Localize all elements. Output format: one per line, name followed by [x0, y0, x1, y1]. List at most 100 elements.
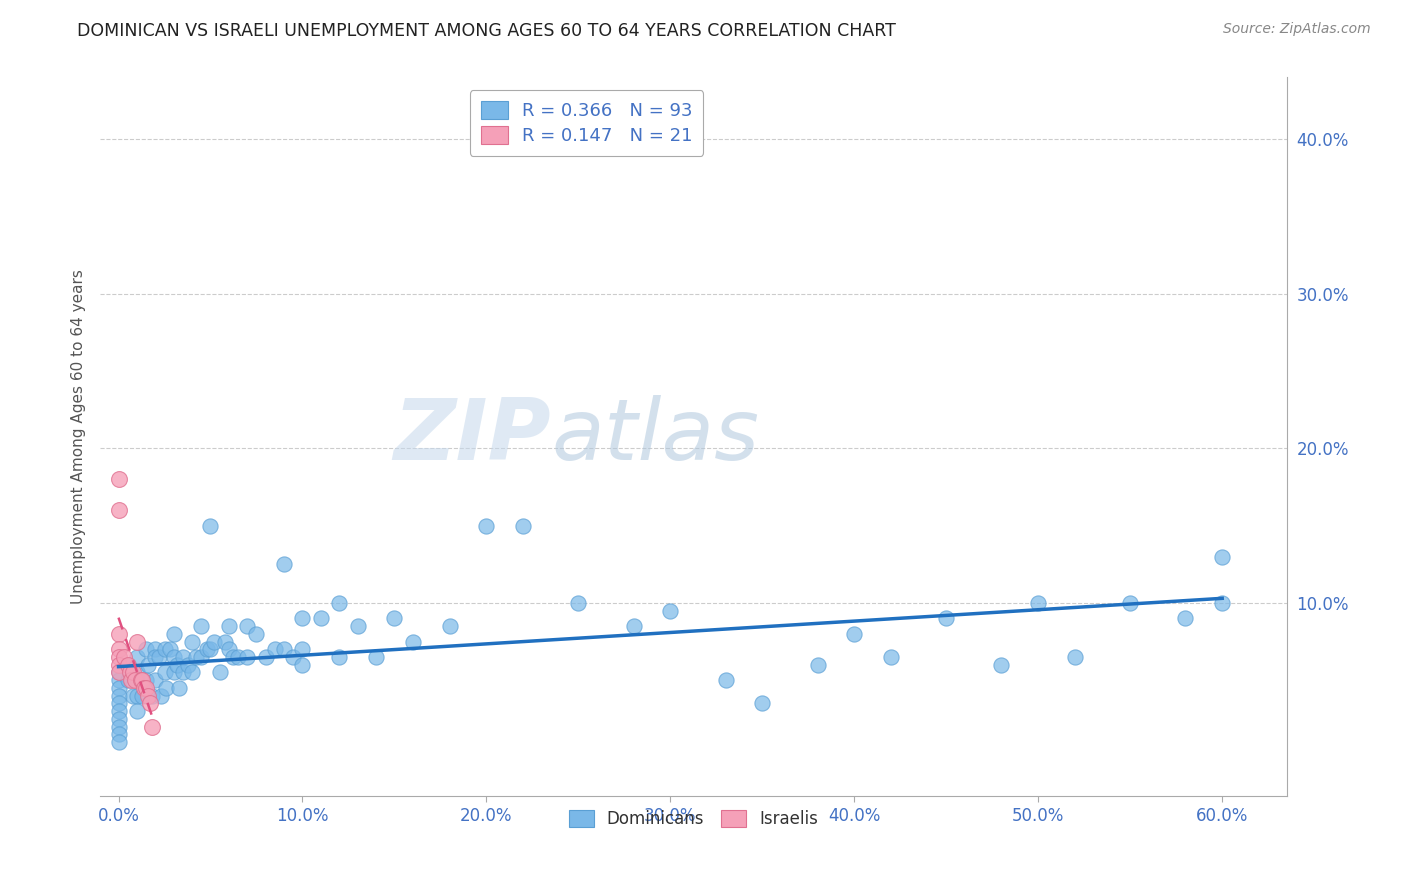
Point: [124, 673, 146, 688]
Point: [177, 657, 200, 672]
Point: [190, 619, 212, 633]
Point: [167, 681, 190, 695]
Point: [163, 650, 186, 665]
Point: [122, 689, 145, 703]
Point: [139, 697, 162, 711]
Point: [163, 627, 186, 641]
Point: [143, 642, 166, 657]
Point: [136, 689, 159, 703]
Point: [120, 673, 142, 688]
Point: [163, 665, 186, 680]
Point: [806, 657, 828, 672]
Point: [107, 665, 129, 680]
Point: [107, 627, 129, 641]
Point: [172, 665, 194, 680]
Point: [291, 611, 314, 625]
Point: [364, 650, 387, 665]
Point: [107, 657, 129, 672]
Point: [129, 673, 152, 688]
Point: [291, 657, 314, 672]
Text: Source: ZipAtlas.com: Source: ZipAtlas.com: [1223, 22, 1371, 37]
Point: [143, 673, 166, 688]
Point: [439, 619, 461, 633]
Point: [125, 650, 148, 665]
Point: [141, 720, 163, 734]
Point: [153, 665, 176, 680]
Text: ZIP: ZIP: [394, 395, 551, 478]
Point: [117, 673, 139, 688]
Point: [1026, 596, 1049, 610]
Point: [107, 642, 129, 657]
Point: [384, 611, 406, 625]
Y-axis label: Unemployment Among Ages 60 to 64 years: Unemployment Among Ages 60 to 64 years: [72, 269, 86, 604]
Point: [346, 619, 368, 633]
Point: [107, 735, 129, 749]
Point: [402, 634, 425, 648]
Point: [135, 642, 157, 657]
Point: [208, 665, 231, 680]
Point: [136, 657, 159, 672]
Point: [131, 689, 153, 703]
Point: [107, 503, 129, 517]
Point: [1211, 549, 1233, 564]
Point: [107, 665, 129, 680]
Point: [200, 642, 222, 657]
Point: [1119, 596, 1142, 610]
Point: [218, 642, 240, 657]
Point: [125, 704, 148, 718]
Point: [935, 611, 957, 625]
Point: [125, 673, 148, 688]
Point: [122, 665, 145, 680]
Point: [181, 634, 204, 648]
Point: [117, 657, 139, 672]
Point: [129, 673, 152, 688]
Point: [226, 650, 249, 665]
Point: [264, 642, 287, 657]
Point: [181, 665, 204, 680]
Point: [202, 634, 225, 648]
Point: [283, 650, 305, 665]
Point: [117, 657, 139, 672]
Point: [107, 727, 129, 741]
Point: [623, 619, 645, 633]
Point: [155, 681, 177, 695]
Point: [135, 681, 157, 695]
Point: [166, 657, 188, 672]
Point: [107, 650, 129, 665]
Point: [118, 665, 141, 680]
Point: [195, 642, 218, 657]
Point: [200, 518, 222, 533]
Point: [159, 642, 181, 657]
Text: atlas: atlas: [551, 395, 759, 478]
Point: [1174, 611, 1197, 625]
Point: [273, 558, 295, 572]
Point: [567, 596, 589, 610]
Legend: Dominicans, Israelis: Dominicans, Israelis: [562, 803, 825, 835]
Text: DOMINICAN VS ISRAELI UNEMPLOYMENT AMONG AGES 60 TO 64 YEARS CORRELATION CHART: DOMINICAN VS ISRAELI UNEMPLOYMENT AMONG …: [77, 22, 896, 40]
Point: [143, 650, 166, 665]
Point: [214, 634, 236, 648]
Point: [107, 704, 129, 718]
Point: [1064, 650, 1087, 665]
Point: [135, 673, 157, 688]
Point: [236, 619, 259, 633]
Point: [714, 673, 737, 688]
Point: [254, 650, 277, 665]
Point: [125, 689, 148, 703]
Point: [328, 650, 350, 665]
Point: [221, 650, 243, 665]
Point: [512, 518, 534, 533]
Point: [184, 650, 207, 665]
Point: [273, 642, 295, 657]
Point: [107, 681, 129, 695]
Point: [125, 665, 148, 680]
Point: [141, 689, 163, 703]
Point: [751, 697, 773, 711]
Point: [149, 689, 172, 703]
Point: [1211, 596, 1233, 610]
Point: [475, 518, 498, 533]
Point: [218, 619, 240, 633]
Point: [107, 472, 129, 486]
Point: [190, 650, 212, 665]
Point: [120, 665, 142, 680]
